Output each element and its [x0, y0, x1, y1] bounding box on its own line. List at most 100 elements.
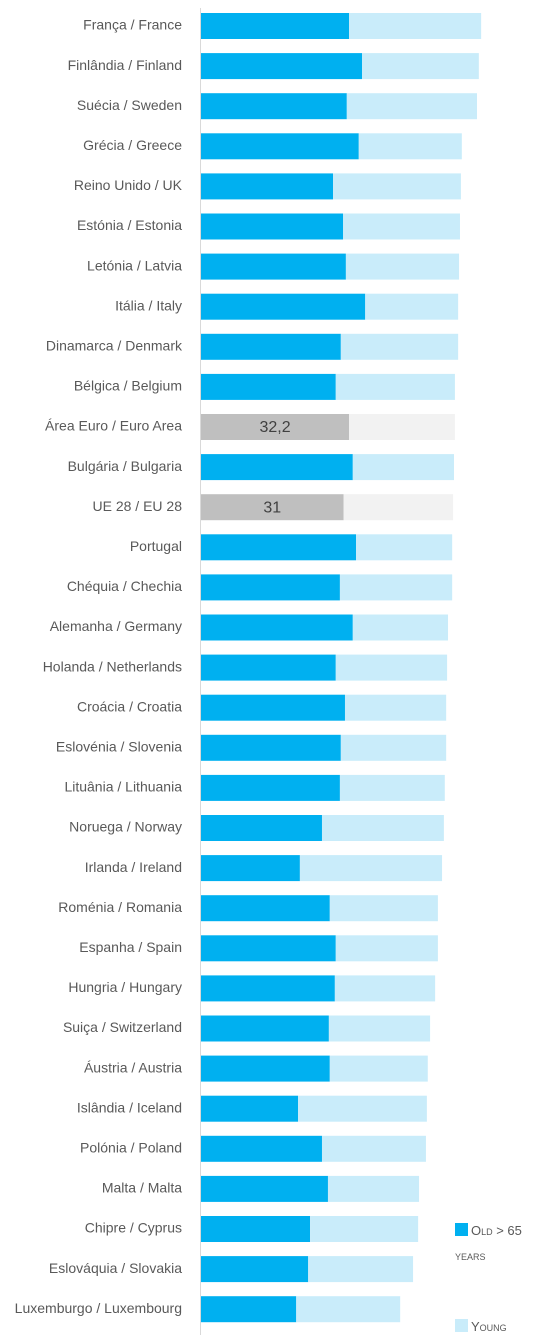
bar-segment: [201, 534, 357, 561]
bar-segment: [201, 1055, 330, 1082]
y-tick-label: Chipre / Cyprus: [85, 1220, 182, 1236]
bar-segment: [344, 694, 447, 721]
bar-segment: [201, 1095, 299, 1122]
legend-item: Old > 65 years: [455, 1218, 544, 1268]
bar-segment: [340, 734, 447, 761]
bar-segment: [321, 1135, 426, 1162]
bar-segment: [298, 1095, 427, 1122]
bar-segment: [352, 614, 449, 641]
y-tick-label: Noruega / Norway: [69, 819, 182, 835]
bar-segment: [352, 454, 454, 481]
bar-segment: [201, 1216, 311, 1242]
bar-segment: [201, 1296, 297, 1323]
bar-segment: [201, 614, 353, 641]
y-tick-label: Polónia / Poland: [80, 1140, 182, 1156]
bar-segment: [201, 213, 344, 240]
bar-segment: [201, 694, 345, 721]
bar-segment: [339, 774, 445, 801]
y-tick-label: França / France: [83, 17, 182, 33]
bar-segment: [201, 53, 362, 80]
y-tick-label: Islândia / Iceland: [77, 1099, 182, 1115]
bar-segment: [339, 574, 453, 601]
y-tick-label: Letónia / Latvia: [87, 257, 182, 273]
bar-segment: [201, 654, 336, 681]
y-tick-label: Reino Unido / UK: [74, 177, 183, 193]
y-tick-label: Estónia / Estonia: [77, 217, 182, 233]
bar-segment: [329, 895, 438, 922]
bar-segment: [201, 414, 350, 440]
bar-segment: [333, 173, 461, 200]
bar-segment: [321, 815, 444, 841]
bar-segment: [356, 534, 453, 561]
value-label: 32,2: [259, 419, 290, 436]
bar-segment: [201, 815, 322, 841]
y-tick-label: Suiça / Switzerland: [63, 1019, 182, 1035]
y-tick-label: Portugal: [130, 538, 182, 554]
y-tick-label: Hungria / Hungary: [68, 979, 182, 995]
value-label: 31: [263, 499, 281, 516]
bar-segment: [201, 895, 330, 922]
bar-segment: [340, 333, 459, 360]
legend-item: Young: [455, 1314, 544, 1335]
bar-segment: [365, 293, 459, 320]
bar-segment: [335, 373, 455, 400]
y-tick-label: Luxemburgo / Luxembourg: [15, 1300, 182, 1316]
legend-label: Young: [471, 1319, 507, 1334]
y-tick-label: Irlanda / Ireland: [85, 859, 182, 875]
bar-segment: [201, 1175, 328, 1202]
bar-segment: [201, 173, 334, 200]
y-tick-label: Suécia / Sweden: [77, 97, 182, 113]
y-tick-label: Chéquia / Chechia: [67, 578, 182, 594]
y-tick-label: Áustria / Austria: [84, 1059, 182, 1075]
bar-segment: [201, 774, 340, 801]
bar-segment: [201, 1256, 309, 1283]
bar-segment: [201, 93, 347, 120]
bar-segment: [334, 975, 436, 1002]
bar-segment: [201, 133, 359, 160]
bar-segment: [201, 1015, 329, 1042]
y-tick-label: Espanha / Spain: [79, 939, 182, 955]
bar-segment: [327, 1175, 420, 1202]
bar-segment: [201, 333, 341, 360]
y-tick-label: UE 28 / EU 28: [93, 498, 183, 514]
y-tick-label: Bélgica / Belgium: [74, 378, 182, 394]
bar-segment: [335, 654, 448, 681]
bar-segment: [201, 935, 336, 962]
bar-segment: [328, 1015, 431, 1042]
bar-segment: [308, 1256, 414, 1283]
bar-segment: [201, 253, 346, 280]
bar-segment: [296, 1296, 401, 1323]
bar-segment: [201, 454, 353, 481]
bar-segment: [201, 494, 344, 521]
bar-segment: [201, 293, 366, 320]
bar-segment: [345, 253, 460, 280]
bar-segment: [335, 935, 438, 962]
bar-segment: [349, 414, 455, 440]
y-tick-label: Bulgária / Bulgaria: [68, 458, 183, 474]
y-tick-label: Finlândia / Finland: [68, 57, 182, 73]
bar-segment: [201, 1135, 322, 1162]
y-tick-label: Grécia / Greece: [83, 137, 182, 153]
bar-segment: [346, 93, 477, 120]
bar-segment: [343, 494, 454, 521]
y-tick-label: Área Euro / Euro Area: [45, 418, 182, 434]
bar-segment: [201, 574, 340, 601]
bar-segment: [201, 13, 350, 39]
y-tick-label: Croácia / Croatia: [77, 698, 182, 714]
bar-segment: [358, 133, 462, 160]
bar-segment: [329, 1055, 428, 1082]
bar-segment: [201, 373, 336, 400]
bar-segment: [299, 855, 443, 882]
y-tick-label: Itália / Italy: [115, 297, 182, 313]
bar-segment: [201, 734, 341, 761]
legend-swatch: [455, 1223, 468, 1236]
bar-segment: [362, 53, 479, 80]
y-tick-label: Holanda / Netherlands: [43, 658, 182, 674]
legend-swatch: [455, 1319, 468, 1332]
bar-segment: [201, 975, 335, 1002]
y-tick-label: Dinamarca / Denmark: [46, 338, 183, 354]
legend-label: Old > 65 years: [455, 1223, 522, 1263]
y-tick-label: Malta / Malta: [102, 1180, 182, 1196]
